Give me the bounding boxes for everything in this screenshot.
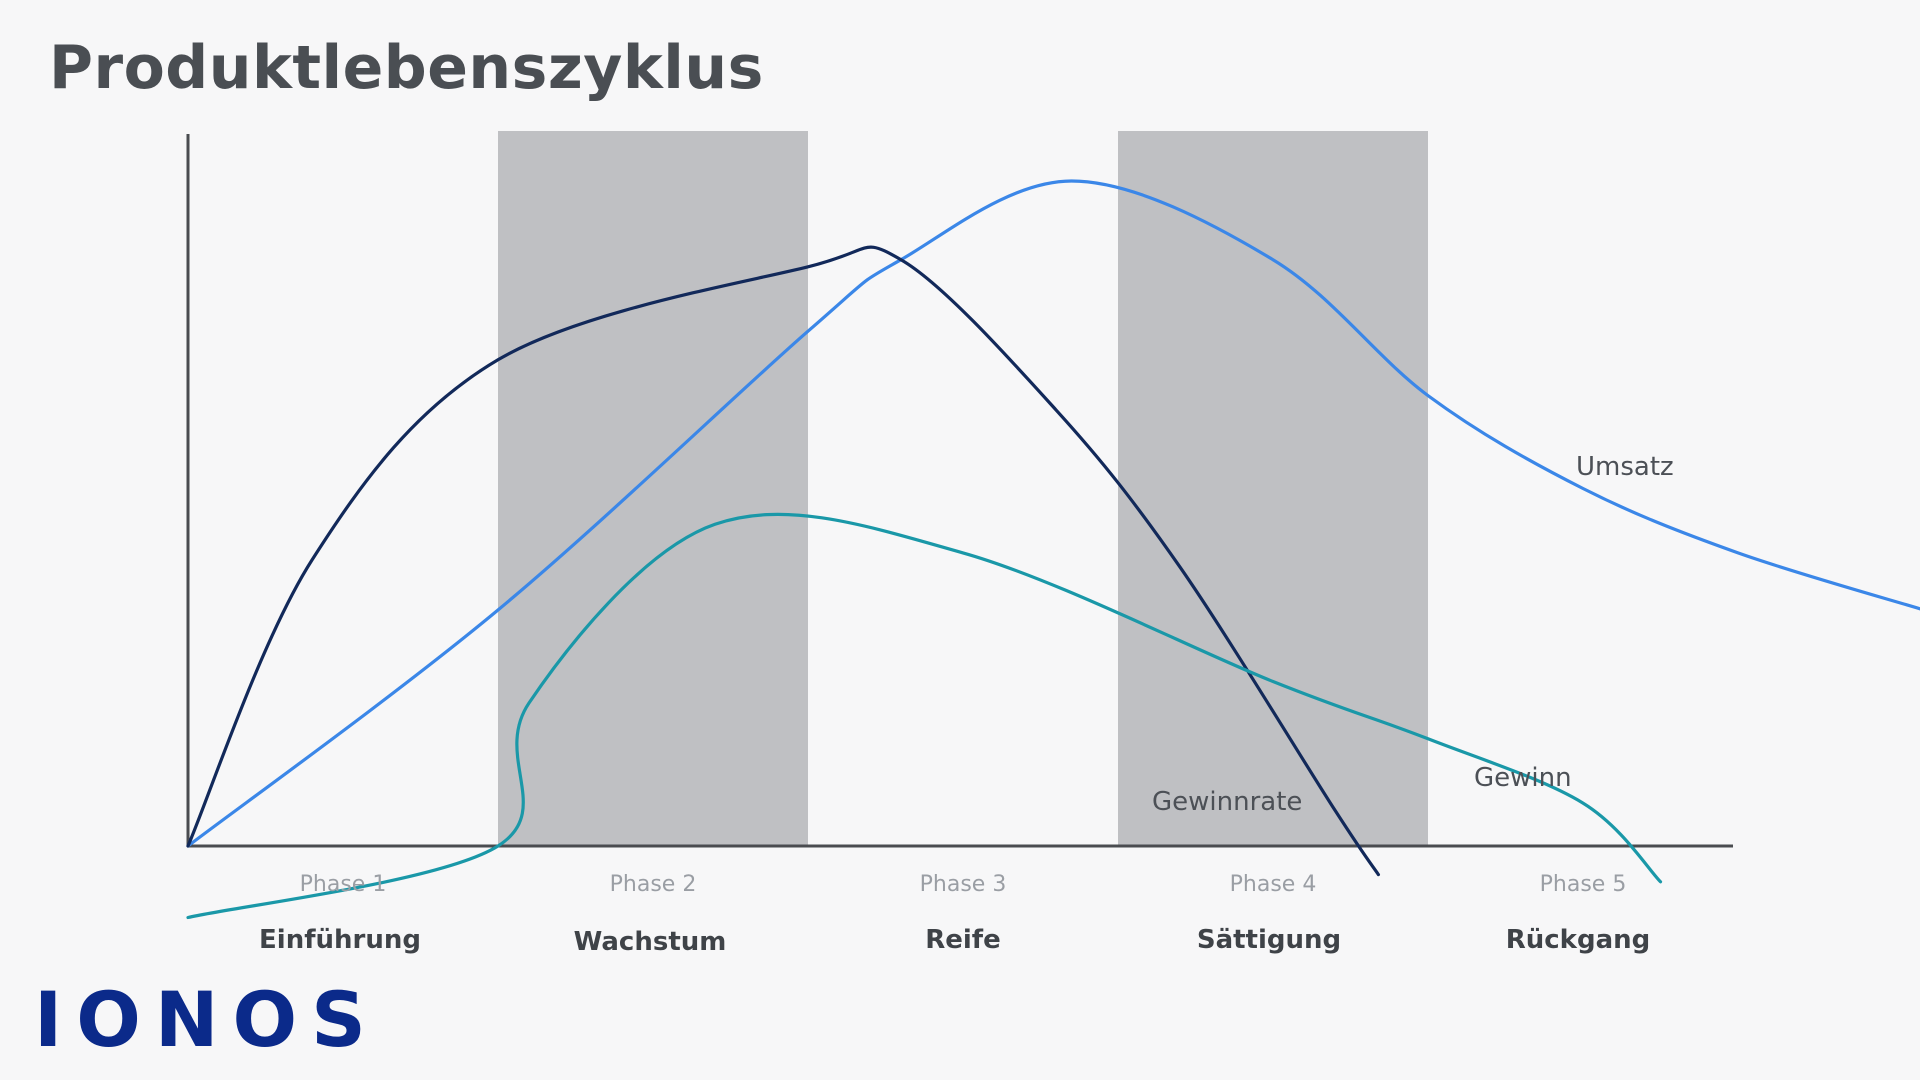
phase-tick-label-4: Phase 4 xyxy=(1230,872,1317,897)
phase-name-3: Reife xyxy=(925,925,1001,955)
series-label-gewinn: Gewinn xyxy=(1474,763,1572,793)
series-line-gewinnrate xyxy=(186,245,1380,877)
phase-bands xyxy=(498,131,1428,846)
phase-name-5: Rückgang xyxy=(1506,925,1651,955)
series-line-gewinn xyxy=(186,512,1663,920)
phase-band-2 xyxy=(498,131,808,846)
phase-name-1: Einführung xyxy=(259,925,421,955)
phase-tick-label-5: Phase 5 xyxy=(1540,872,1627,897)
phase-tick-label-3: Phase 3 xyxy=(920,872,1007,897)
series-label-gewinnrate: Gewinnrate xyxy=(1152,787,1302,817)
phase-tick-label-2: Phase 2 xyxy=(610,872,697,897)
phase-band-4 xyxy=(1118,131,1428,846)
ionos-logo[interactable]: IONOS xyxy=(34,975,380,1064)
series-labels: Umsatz Gewinnrate Gewinn xyxy=(1152,452,1674,817)
phase-name-2: Wachstum xyxy=(574,927,727,957)
phase-name-4: Sättigung xyxy=(1197,925,1341,955)
phase-labels: Phase 1 Einführung Phase 2 Wachstum Phase 3 R… xyxy=(259,872,1650,957)
series-label-umsatz: Umsatz xyxy=(1576,452,1674,482)
chart-axes xyxy=(186,134,1733,848)
chart-title: Produktlebenszyklus xyxy=(49,33,764,103)
phase-tick-label-1: Phase 1 xyxy=(300,872,387,897)
series-line-umsatz xyxy=(186,179,1920,848)
series-lines xyxy=(186,179,1920,920)
